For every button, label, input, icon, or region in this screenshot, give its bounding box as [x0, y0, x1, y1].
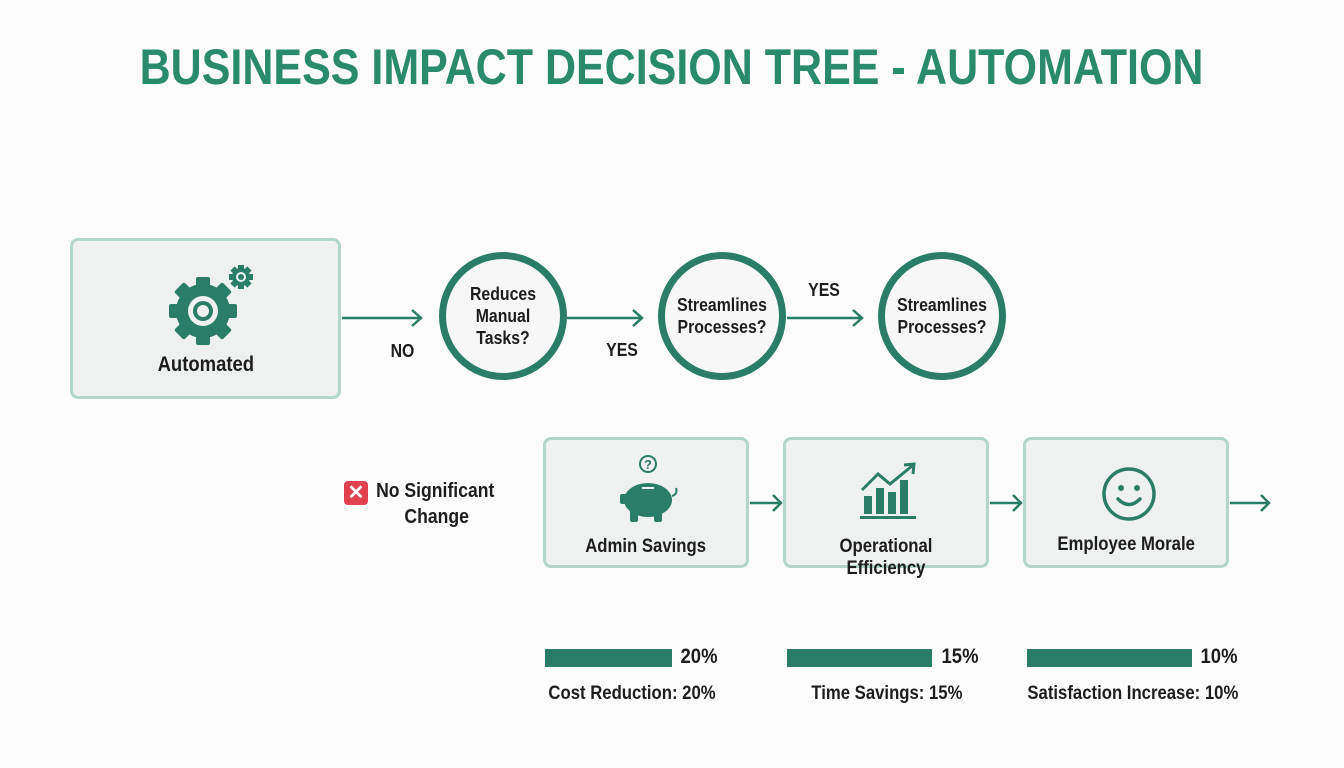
- growth-chart-icon: [860, 462, 916, 519]
- gears-icon: [169, 265, 253, 345]
- progress-bar-cost-reduction: [545, 649, 672, 667]
- outcome-admin-savings: ? Admin Savings: [543, 437, 749, 568]
- arrow-right-icon: [750, 494, 783, 512]
- negative-outcome-line2: Change: [404, 506, 469, 528]
- outcome-operational-efficiency: Operational Efficiency: [783, 437, 989, 579]
- percent-satisfaction: 10%: [1200, 645, 1238, 668]
- percent-cost-reduction: 20%: [680, 645, 718, 668]
- smiley-icon: [1102, 467, 1156, 521]
- decision-reduces-manual-tasks: Reduces Manual Tasks?: [439, 252, 567, 380]
- edge-label-yes-2: YES: [808, 280, 840, 300]
- edge-label-yes-1: YES: [606, 340, 638, 360]
- page-title: BUSINESS IMPACT DECISION TREE - AUTOMATI…: [0, 38, 1344, 96]
- caption-time-savings: Time Savings: 15%: [811, 683, 963, 704]
- outcome-label: Employee Morale: [1057, 534, 1195, 555]
- arrow-no: [342, 309, 423, 327]
- progress-bar-time-savings: [787, 649, 932, 667]
- negative-outcome-line1: No Significant: [376, 480, 495, 502]
- svg-text:?: ?: [644, 457, 652, 472]
- edge-label-no: NO: [390, 341, 415, 361]
- outcome-employee-morale: Employee Morale: [1023, 437, 1229, 568]
- outcome-label: Operational Efficiency: [839, 536, 933, 579]
- caption-satisfaction: Satisfaction Increase: 10%: [1027, 683, 1239, 704]
- arrow-yes-1: [567, 309, 644, 327]
- outcome-label: Admin Savings: [585, 536, 707, 557]
- start-node-label: Automated: [157, 353, 254, 376]
- piggy-bank-icon: ?: [620, 455, 678, 522]
- start-node-automated: Automated: [70, 238, 341, 399]
- progress-bar-satisfaction: [1027, 649, 1192, 667]
- decision-streamlines-processes-1: Streamlines Processes?: [658, 252, 786, 380]
- title-text: BUSINESS IMPACT DECISION TREE - AUTOMATI…: [140, 39, 1204, 95]
- percent-time-savings: 15%: [941, 645, 979, 668]
- arrow-right-icon: [990, 494, 1023, 512]
- decision-streamlines-processes-2: Streamlines Processes?: [878, 252, 1006, 380]
- arrow-yes-2: [787, 309, 864, 327]
- x-mark-icon: ✕: [344, 481, 368, 505]
- arrow-right-icon: [1230, 494, 1271, 512]
- caption-cost-reduction: Cost Reduction: 20%: [548, 683, 716, 704]
